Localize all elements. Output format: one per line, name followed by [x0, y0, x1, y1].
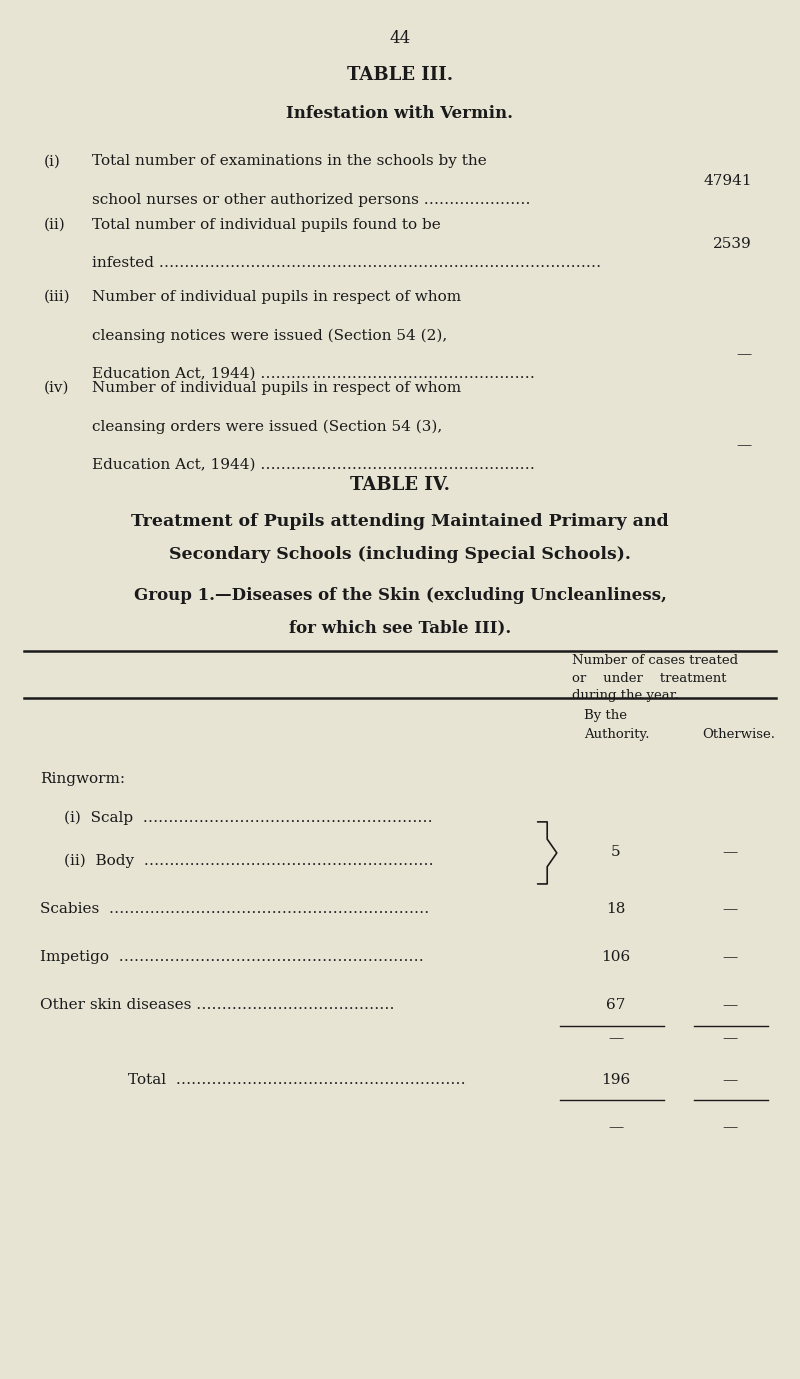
- Text: —: —: [608, 1120, 624, 1134]
- Text: —: —: [722, 844, 738, 859]
- Text: Authority.: Authority.: [584, 728, 650, 741]
- Text: By the: By the: [584, 709, 627, 721]
- Text: (ii)  Body  …………………………………………………: (ii) Body …………………………………………………: [64, 854, 434, 867]
- Text: (i)  Scalp  …………………………………………………: (i) Scalp …………………………………………………: [64, 811, 433, 825]
- Text: (i): (i): [44, 154, 61, 168]
- Text: Impetigo  ……………………………………………………: Impetigo ……………………………………………………: [40, 950, 424, 964]
- Text: (iii): (iii): [44, 290, 70, 303]
- Text: Treatment of Pupils attending Maintained Primary and: Treatment of Pupils attending Maintained…: [131, 513, 669, 530]
- Text: Education Act, 1944) ………………………………………………: Education Act, 1944) ………………………………………………: [92, 367, 535, 381]
- Text: —: —: [722, 1120, 738, 1134]
- Text: 47941: 47941: [703, 174, 752, 188]
- Text: Number of individual pupils in respect of whom: Number of individual pupils in respect o…: [92, 290, 461, 303]
- Text: —: —: [608, 1031, 624, 1045]
- Text: infested ……………………………………………………………………………: infested ……………………………………………………………………………: [92, 256, 601, 270]
- Text: —: —: [722, 950, 738, 964]
- Text: Scabies  ………………………………………………………: Scabies ………………………………………………………: [40, 902, 430, 916]
- Text: —: —: [722, 998, 738, 1012]
- Text: 106: 106: [602, 950, 630, 964]
- Text: —: —: [737, 348, 752, 361]
- Text: Group 1.—Diseases of the Skin (excluding Uncleanliness,: Group 1.—Diseases of the Skin (excluding…: [134, 587, 666, 604]
- Text: Ringworm:: Ringworm:: [40, 772, 125, 786]
- Text: Total number of individual pupils found to be: Total number of individual pupils found …: [92, 218, 441, 232]
- Text: —: —: [722, 1073, 738, 1087]
- Text: TABLE III.: TABLE III.: [347, 66, 453, 84]
- Text: or    under    treatment: or under treatment: [572, 672, 726, 684]
- Text: Total  …………………………………………………: Total …………………………………………………: [128, 1073, 466, 1087]
- Text: —: —: [722, 1031, 738, 1045]
- Text: —: —: [722, 902, 738, 916]
- Text: Education Act, 1944) ………………………………………………: Education Act, 1944) ………………………………………………: [92, 458, 535, 472]
- Text: Other skin diseases …………………………………: Other skin diseases …………………………………: [40, 998, 394, 1012]
- Text: 2539: 2539: [714, 237, 752, 251]
- Text: for which see Table III).: for which see Table III).: [289, 619, 511, 636]
- Text: Secondary Schools (including Special Schools).: Secondary Schools (including Special Sch…: [169, 546, 631, 563]
- Text: during the year.: during the year.: [572, 690, 679, 702]
- Text: Number of cases treated: Number of cases treated: [572, 654, 738, 666]
- Text: Number of individual pupils in respect of whom: Number of individual pupils in respect o…: [92, 381, 461, 394]
- Text: Total number of examinations in the schools by the: Total number of examinations in the scho…: [92, 154, 486, 168]
- Text: Infestation with Vermin.: Infestation with Vermin.: [286, 105, 514, 121]
- Text: school nurses or other authorized persons …………………: school nurses or other authorized person…: [92, 193, 530, 207]
- Text: 196: 196: [602, 1073, 630, 1087]
- Text: 44: 44: [390, 30, 410, 47]
- Text: (ii): (ii): [44, 218, 66, 232]
- Text: (iv): (iv): [44, 381, 70, 394]
- Text: cleansing notices were issued (Section 54 (2),: cleansing notices were issued (Section 5…: [92, 328, 447, 342]
- Text: TABLE IV.: TABLE IV.: [350, 476, 450, 494]
- Text: 18: 18: [606, 902, 626, 916]
- Text: cleansing orders were issued (Section 54 (3),: cleansing orders were issued (Section 54…: [92, 419, 442, 433]
- Text: 67: 67: [606, 998, 626, 1012]
- Text: Otherwise.: Otherwise.: [702, 728, 775, 741]
- Text: 5: 5: [611, 844, 621, 859]
- Text: —: —: [737, 439, 752, 452]
